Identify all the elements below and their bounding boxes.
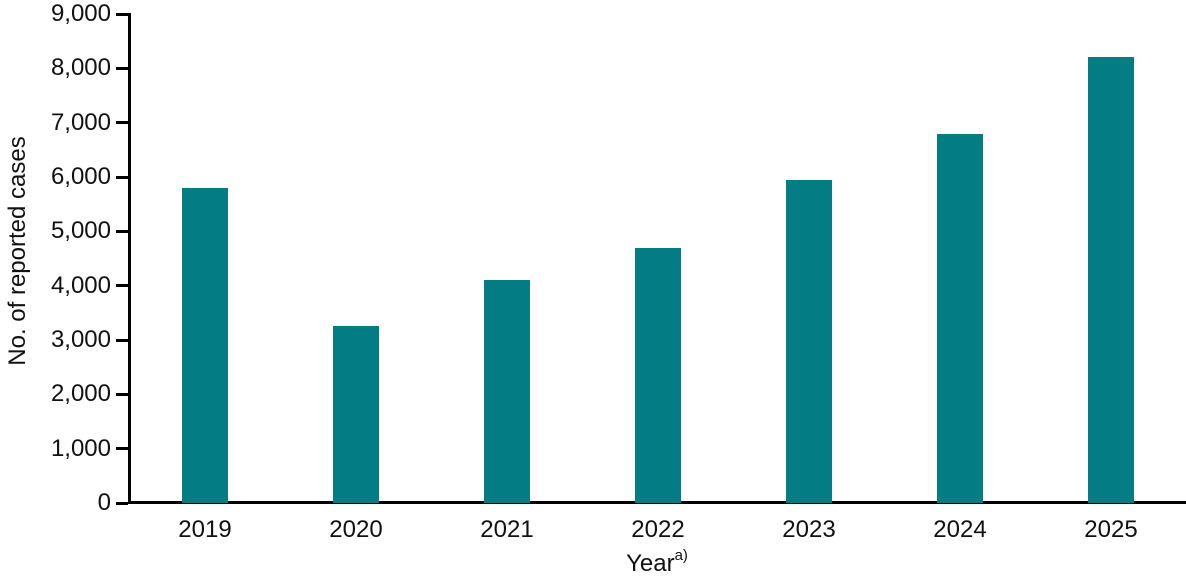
x-label-2024: 2024 xyxy=(933,516,987,543)
bar-2023 xyxy=(786,180,832,503)
y-tick-label: 0 xyxy=(97,489,111,516)
x-label-2021: 2021 xyxy=(480,516,534,543)
y-tick-mark xyxy=(116,230,128,233)
bar-2019 xyxy=(182,188,228,503)
y-tick-mark xyxy=(116,121,128,124)
y-tick-mark xyxy=(116,339,128,342)
bar-2020 xyxy=(333,326,379,503)
y-tick-label: 2,000 xyxy=(50,380,111,407)
y-tick-label: 4,000 xyxy=(50,272,111,299)
y-tick-mark xyxy=(116,393,128,396)
x-label-2025: 2025 xyxy=(1084,516,1138,543)
y-tick-mark xyxy=(116,502,128,505)
y-tick-mark xyxy=(116,13,128,16)
y-tick-label: 9,000 xyxy=(50,0,111,27)
bar-2021 xyxy=(484,280,530,503)
x-axis-title-text: Year xyxy=(626,550,675,577)
bar-2024 xyxy=(937,134,983,503)
x-label-2022: 2022 xyxy=(631,516,685,543)
y-axis-line xyxy=(128,13,131,504)
y-tick-mark xyxy=(116,67,128,70)
y-tick-mark xyxy=(116,284,128,287)
y-tick-mark xyxy=(116,447,128,450)
x-label-2019: 2019 xyxy=(178,516,232,543)
y-tick-label: 5,000 xyxy=(50,217,111,244)
y-tick-label: 3,000 xyxy=(50,326,111,353)
bar-2022 xyxy=(635,248,681,503)
y-tick-label: 1,000 xyxy=(50,435,111,462)
y-tick-label: 6,000 xyxy=(50,163,111,190)
y-tick-label: 7,000 xyxy=(50,109,111,136)
x-label-2020: 2020 xyxy=(329,516,383,543)
x-axis-title: Yeara) xyxy=(128,547,1186,578)
y-tick-label: 8,000 xyxy=(50,54,111,81)
x-axis-title-footnote-marker: a) xyxy=(674,547,688,564)
y-tick-mark xyxy=(116,176,128,179)
bar-2025 xyxy=(1088,57,1134,503)
x-label-2023: 2023 xyxy=(782,516,836,543)
